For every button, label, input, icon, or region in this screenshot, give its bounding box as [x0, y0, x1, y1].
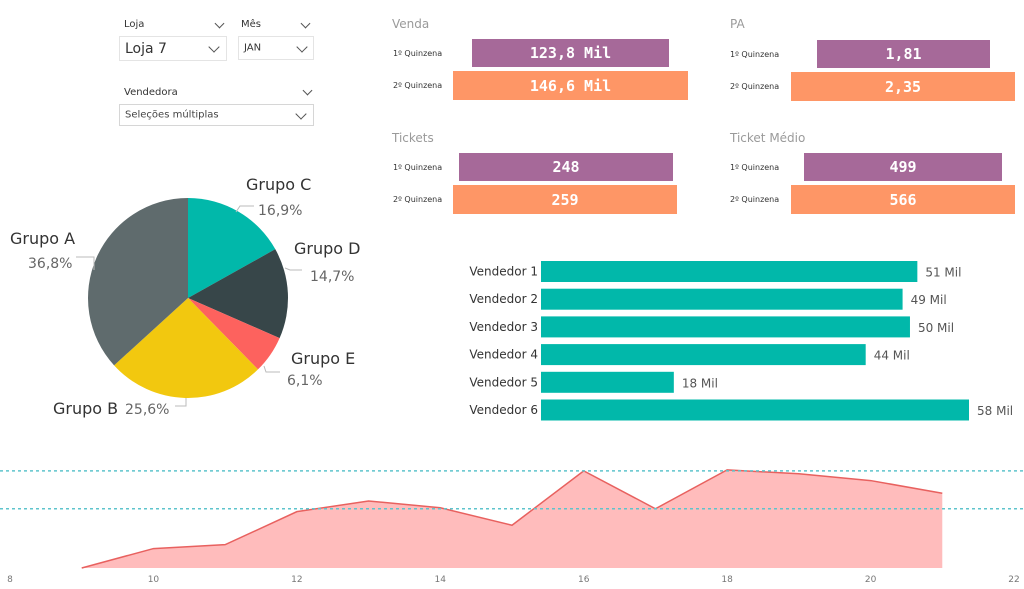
kpi-pa-row2-bar: 2,35 — [791, 72, 1015, 101]
loja-value: Loja 7 — [125, 40, 167, 57]
pie-leader-grupo-c — [235, 205, 254, 213]
pie-value-grupo-a: 36,8% — [28, 256, 72, 272]
kpi-pa-row2-value: 2,35 — [884, 77, 922, 96]
mes-header-chevron-icon[interactable] — [300, 18, 311, 29]
pie-label-grupo-d: Grupo D — [294, 239, 360, 258]
kpi-ticket-medio-row2-label: 2º Quinzena — [730, 195, 780, 204]
vendedora-chevron-down-icon — [295, 108, 307, 120]
bar-value-label: 50 Mil — [918, 321, 954, 335]
kpi-ticket-medio-row1-label: 1º Quinzena — [730, 163, 780, 172]
kpi-tickets-title: Tickets — [392, 131, 434, 145]
area-fill — [81, 469, 943, 568]
kpi-tickets-row1-bar: 248 — [459, 153, 673, 181]
kpi-tickets-row2-label: 2º Quinzena — [393, 195, 443, 204]
x-tick-label: 14 — [435, 575, 447, 585]
kpi-tickets-row1-value: 248 — [552, 158, 580, 176]
bar-category-label: Vendedor 3 — [469, 320, 538, 334]
bar-value-label: 18 Mil — [682, 376, 718, 390]
bar-vendedor-3[interactable] — [541, 316, 910, 338]
kpi-venda-row1-value: 123,8 Mil — [529, 44, 612, 62]
loja-dropdown[interactable]: Loja 7 — [119, 36, 227, 61]
x-tick-label: 12 — [291, 575, 302, 585]
x-tick-label: 10 — [148, 575, 160, 585]
vendedor-bar-chart: Vendedor 1 51 Mil Vendedor 2 49 Mil Vendedor… — [469, 261, 1013, 421]
pie-value-grupo-e: 6,1% — [287, 373, 323, 389]
kpi-tickets-row2-value: 259 — [551, 190, 579, 209]
pie-slice-grupo-a[interactable] — [87, 198, 188, 366]
mes-label: Mês — [241, 19, 261, 30]
bar-vendedor-6[interactable] — [541, 399, 969, 421]
loja-header-chevron-icon[interactable] — [214, 18, 225, 29]
x-tick-label: 20 — [865, 575, 877, 585]
kpi-pa-row2-label: 2º Quinzena — [730, 82, 780, 91]
bar-vendedor-4[interactable] — [541, 344, 866, 366]
vendedora-header-chevron-icon[interactable] — [302, 85, 313, 96]
x-tick-label: 8 — [7, 575, 13, 585]
pie-slice-grupo-e[interactable] — [188, 298, 280, 370]
pie-slice-grupo-c[interactable] — [188, 198, 276, 298]
kpi-tickets-row2-bar: 259 — [453, 185, 677, 214]
kpi-venda-row1-label: 1º Quinzena — [393, 49, 443, 58]
kpi-ticket-medio-row1-value: 499 — [889, 158, 917, 176]
vendedora-label: Vendedora — [124, 87, 178, 98]
pie-value-grupo-d: 14,7% — [310, 269, 354, 285]
kpi-venda-row2-value: 146,6 Mil — [529, 76, 612, 95]
pie-slice-grupo-b[interactable] — [114, 298, 258, 399]
kpi-ticket-medio-title: Ticket Médio — [730, 131, 806, 145]
pie-label-grupo-c: Grupo C — [246, 175, 311, 194]
area-chart: 8 10 12 14 16 18 20 22 — [0, 469, 1024, 585]
bar-value-label: 44 Mil — [874, 349, 910, 363]
loja-chevron-down-icon — [208, 41, 220, 53]
kpi-ticket-medio-row2-value: 566 — [889, 190, 917, 209]
bar-vendedor-1[interactable] — [541, 261, 918, 282]
pie-leader-grupo-a — [76, 256, 95, 270]
bar-category-label: Vendedor 5 — [469, 375, 538, 389]
mes-dropdown[interactable]: JAN — [238, 36, 314, 60]
kpi-venda-row1-bar: 123,8 Mil — [472, 39, 669, 67]
pie-value-grupo-c: 16,9% — [258, 203, 302, 219]
bar-category-label: Vendedor 6 — [469, 403, 538, 417]
bar-vendedor-2[interactable] — [541, 288, 903, 310]
pie-slice-grupo-d[interactable] — [188, 249, 288, 339]
pie-value-grupo-b: 25,6% — [125, 402, 169, 418]
kpi-venda-title: Venda — [392, 17, 430, 31]
bar-category-label: Vendedor 4 — [469, 348, 538, 362]
x-tick-label: 16 — [578, 575, 590, 585]
pie-leader-grupo-e — [263, 365, 280, 373]
pie-label-grupo-a: Grupo A — [10, 229, 75, 248]
kpi-ticket-medio-row2-bar: 566 — [791, 185, 1015, 214]
bar-value-label: 51 Mil — [925, 266, 961, 280]
kpi-pa-row1-label: 1º Quinzena — [730, 50, 780, 59]
loja-label: Loja — [124, 19, 145, 30]
kpi-pa-row1-value: 1,81 — [885, 45, 922, 63]
pie-chart: Grupo A 36,8% Grupo B 25,6% Grupo C 16,9% Grup… — [10, 175, 360, 418]
vendedora-dropdown[interactable]: Seleções múltiplas — [119, 104, 314, 126]
kpi-pa-row1-bar: 1,81 — [817, 40, 990, 68]
mes-chevron-down-icon — [296, 41, 308, 53]
pie-leader-grupo-d — [284, 267, 302, 271]
kpi-ticket-medio-row1-bar: 499 — [804, 153, 1002, 181]
x-tick-label: 18 — [721, 575, 733, 585]
bar-value-label: 58 Mil — [977, 404, 1013, 418]
kpi-venda-row2-label: 2º Quinzena — [393, 81, 443, 90]
bar-category-label: Vendedor 1 — [469, 265, 538, 279]
pie-label-grupo-b: Grupo B — [53, 399, 118, 418]
vendedora-value: Seleções múltiplas — [125, 109, 219, 121]
area-series-line — [81, 469, 943, 569]
kpi-pa-title: PA — [730, 17, 745, 31]
bar-vendedor-5[interactable] — [541, 371, 674, 393]
pie-label-grupo-e: Grupo E — [291, 349, 355, 368]
bar-category-label: Vendedor 2 — [469, 292, 538, 306]
bar-value-label: 49 Mil — [911, 293, 947, 307]
mes-value: JAN — [244, 42, 262, 54]
kpi-venda-row2-bar: 146,6 Mil — [453, 71, 688, 100]
x-tick-label: 22 — [1008, 575, 1019, 585]
kpi-tickets-row1-label: 1º Quinzena — [393, 163, 443, 172]
pie-leader-grupo-b — [175, 398, 187, 407]
